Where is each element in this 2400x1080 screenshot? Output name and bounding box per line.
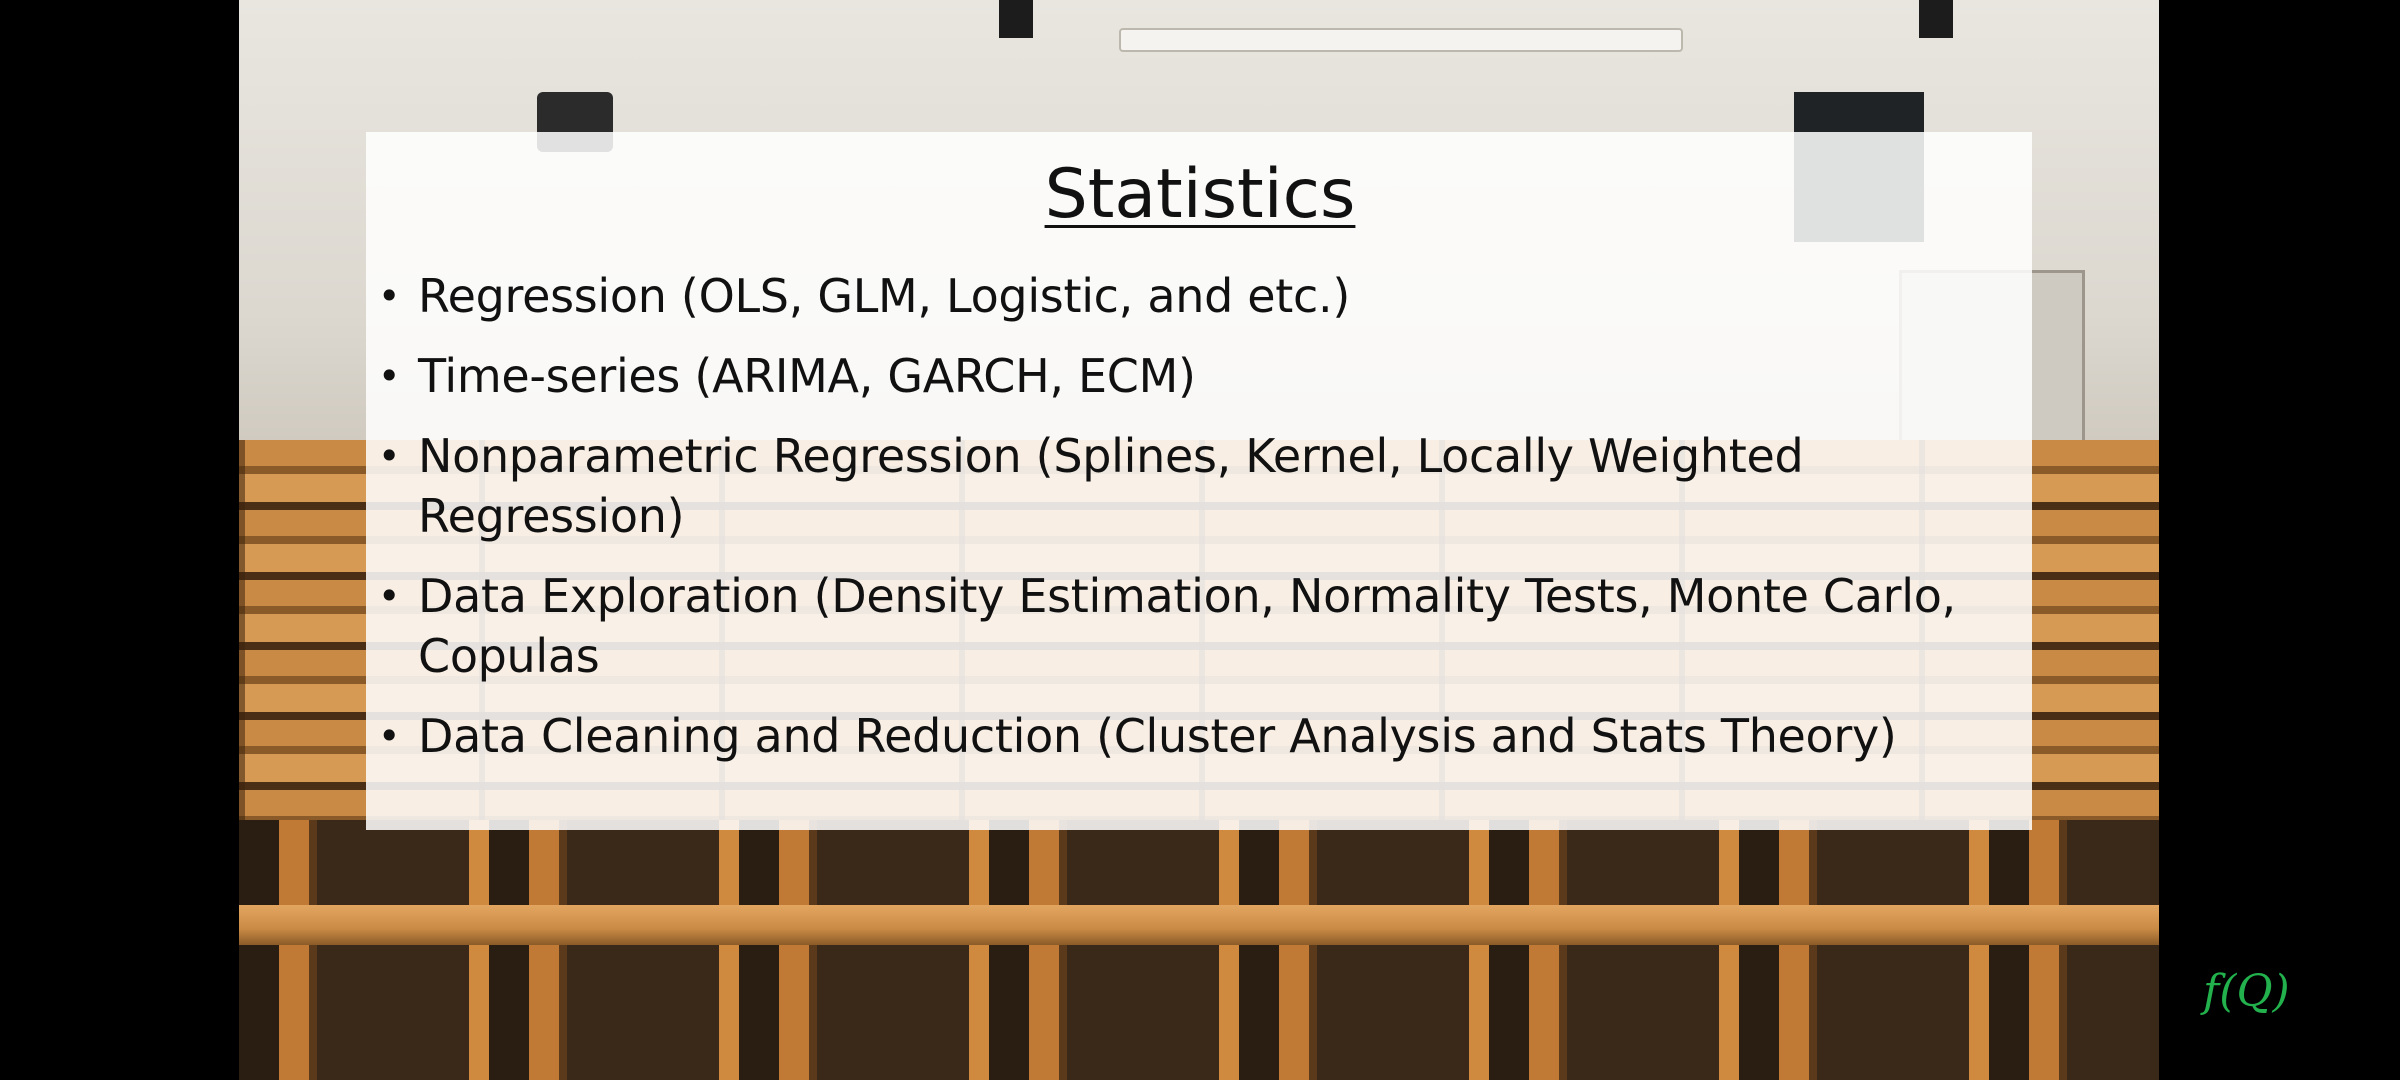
bullet-item-regression: Regression (OLS, GLM, Logistic, and etc.… <box>378 266 1998 326</box>
slide-title: Statistics <box>0 150 2400 240</box>
projector-mount-left <box>999 0 1033 38</box>
slide-title-text: Statistics <box>1044 155 1356 234</box>
bullet-item-nonparametric: Nonparametric Regression (Splines, Kerne… <box>378 426 1998 546</box>
front-seats <box>239 820 2159 1080</box>
bullet-item-data-exploration: Data Exploration (Density Estimation, No… <box>378 566 1998 686</box>
bullet-list: Regression (OLS, GLM, Logistic, and etc.… <box>378 266 1998 786</box>
seat-rail <box>239 905 2159 945</box>
bullet-item-data-cleaning: Data Cleaning and Reduction (Cluster Ana… <box>378 706 1998 766</box>
projector-mount-right <box>1919 0 1953 38</box>
bullet-item-time-series: Time-series (ARIMA, GARCH, ECM) <box>378 346 1998 406</box>
ceiling-light <box>1119 28 1683 52</box>
channel-logo: f(Q) <box>2203 966 2290 1017</box>
